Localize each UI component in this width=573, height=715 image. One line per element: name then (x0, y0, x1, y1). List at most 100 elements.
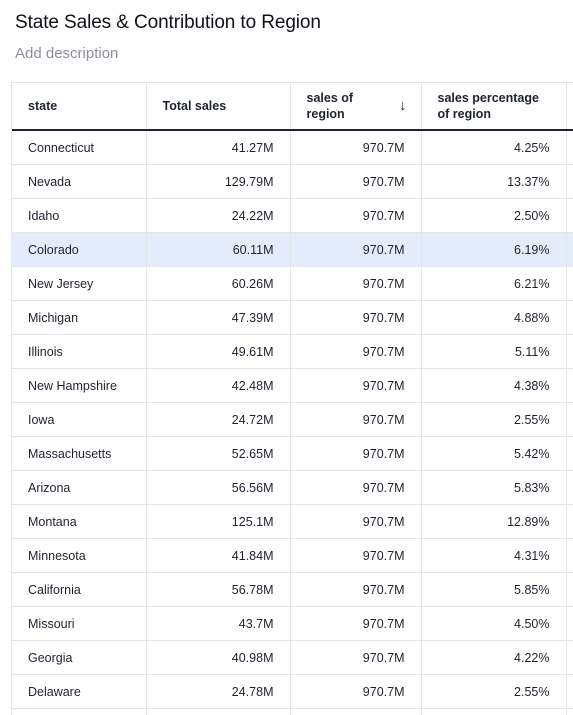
column-header-total-sales[interactable]: Total sales (146, 83, 290, 130)
cell-sales-percentage: 6.21% (421, 267, 566, 301)
cell-state: Missouri (12, 607, 146, 641)
column-header-extra[interactable] (566, 83, 573, 130)
column-header-state[interactable]: state (12, 83, 146, 130)
cell-sales-percentage: 4.38% (421, 369, 566, 403)
column-header-sales-of-region[interactable]: sales of region ↓ (290, 83, 421, 130)
cell-state: Delaware (12, 675, 146, 709)
cell-extra (566, 233, 573, 267)
cell-sales-of-region: 970.7M (290, 199, 421, 233)
cell-extra (566, 539, 573, 573)
cell-state: Illinois (12, 335, 146, 369)
cell-extra (566, 369, 573, 403)
cell-sales-percentage: 2.55% (421, 403, 566, 437)
cell-state: Arizona (12, 471, 146, 505)
cell-sales-of-region: 970.7M (290, 641, 421, 675)
cell-sales-of-region: 970.7M (290, 573, 421, 607)
cell-sales-of-region: 970.7M (290, 505, 421, 539)
cell-total-sales: 49.61M (146, 335, 290, 369)
cell-total-sales: 56.56M (146, 471, 290, 505)
cell-total-sales: 60.11M (146, 233, 290, 267)
cell-sales-of-region: 970.7M (290, 130, 421, 165)
cell-total-sales: 24.78M (146, 675, 290, 709)
column-header-label: state (28, 99, 57, 113)
cell-state: California (12, 573, 146, 607)
cell-sales-percentage: 4.25% (421, 130, 566, 165)
cell-sales-percentage: 4.50% (421, 607, 566, 641)
cell-sales-of-region: 970.7M (290, 437, 421, 471)
cell-total-sales: 41.84M (146, 539, 290, 573)
cell-state: Nevada (12, 165, 146, 199)
cell-sales-percentage: 4.31% (421, 539, 566, 573)
cell-total-sales: 24.22M (146, 199, 290, 233)
cell-sales-of-region: 970.7M (290, 165, 421, 199)
cell-sales-of-region: 970.7M (290, 233, 421, 267)
data-table[interactable]: state Total sales sales of region ↓ sale… (11, 82, 573, 715)
cell-extra (566, 301, 573, 335)
cell-total-sales: 40.98M (146, 641, 290, 675)
cell-extra (566, 199, 573, 233)
page-title: State Sales & Contribution to Region (15, 12, 321, 34)
column-header-sales-percentage-of-region[interactable]: sales percentage of region (421, 83, 566, 130)
cell-sales-percentage (421, 709, 566, 715)
cell-state: Connecticut (12, 130, 146, 165)
cell-state: Idaho (12, 199, 146, 233)
cell-sales-percentage: 6.19% (421, 233, 566, 267)
table-row[interactable] (12, 709, 573, 715)
cell-state (12, 709, 146, 715)
cell-sales-percentage: 12.89% (421, 505, 566, 539)
table: state Total sales sales of region ↓ sale… (12, 83, 573, 715)
cell-sales-of-region: 970.7M (290, 471, 421, 505)
cell-state: Massachusetts (12, 437, 146, 471)
cell-extra (566, 709, 573, 715)
column-header-label: sales percentage of region (438, 90, 550, 122)
cell-sales-of-region: 970.7M (290, 675, 421, 709)
cell-state: Michigan (12, 301, 146, 335)
cell-sales-percentage: 4.88% (421, 301, 566, 335)
cell-sales-percentage: 5.42% (421, 437, 566, 471)
cell-total-sales: 41.27M (146, 130, 290, 165)
cell-extra (566, 165, 573, 199)
cell-state: New Jersey (12, 267, 146, 301)
column-header-label: Total sales (163, 99, 227, 113)
cell-total-sales: 129.79M (146, 165, 290, 199)
cell-sales-of-region (290, 709, 421, 715)
cell-extra (566, 573, 573, 607)
cell-sales-percentage: 2.55% (421, 675, 566, 709)
arrow-down-icon[interactable]: ↓ (399, 98, 407, 114)
cell-sales-percentage: 2.50% (421, 199, 566, 233)
cell-sales-of-region: 970.7M (290, 607, 421, 641)
cell-total-sales: 24.72M (146, 403, 290, 437)
cell-state: Minnesota (12, 539, 146, 573)
cell-extra (566, 130, 573, 165)
cell-total-sales: 60.26M (146, 267, 290, 301)
cell-state: Georgia (12, 641, 146, 675)
cell-extra (566, 607, 573, 641)
cell-sales-of-region: 970.7M (290, 335, 421, 369)
cell-extra (566, 471, 573, 505)
cell-extra (566, 641, 573, 675)
cell-total-sales (146, 709, 290, 715)
cell-sales-percentage: 5.83% (421, 471, 566, 505)
cell-sales-of-region: 970.7M (290, 267, 421, 301)
add-description-link[interactable]: Add description (15, 45, 118, 62)
column-header-label: sales of region (307, 90, 377, 122)
cell-state: Colorado (12, 233, 146, 267)
